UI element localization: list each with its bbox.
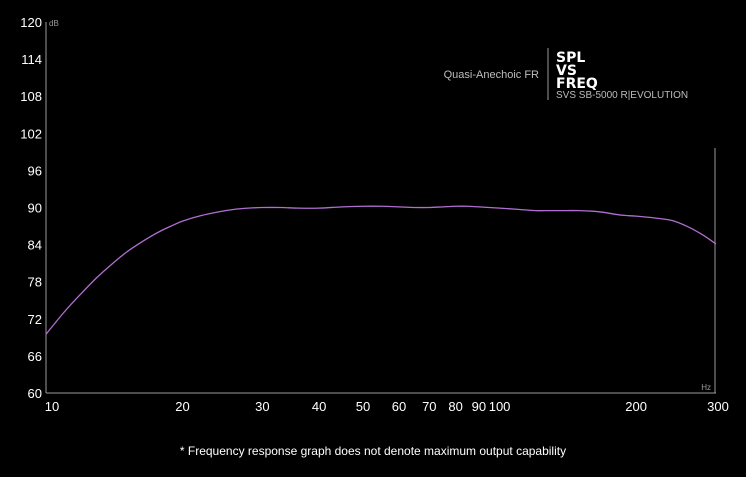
x-tick-label: 90 <box>472 399 486 414</box>
x-tick-label: 30 <box>255 399 269 414</box>
x-tick-label: 20 <box>175 399 189 414</box>
x-tick-label: 70 <box>422 399 436 414</box>
y-tick-label: 66 <box>28 349 42 364</box>
x-tick-label: 80 <box>448 399 462 414</box>
brand-line-vs: VS <box>556 63 577 79</box>
axes <box>45 22 716 394</box>
y-tick-label: 90 <box>28 201 42 216</box>
y-tick-labels: 60 66 72 78 84 90 96 102 108 114 120 <box>20 15 42 401</box>
footnote: * Frequency response graph does not deno… <box>180 444 566 458</box>
y-tick-label: 60 <box>28 386 42 401</box>
y-tick-label: 120 <box>20 15 42 30</box>
x-tick-label: 40 <box>312 399 326 414</box>
x-unit-label: Hz <box>701 383 711 392</box>
brand-line-spl: SPL <box>556 50 585 66</box>
series-layer <box>45 205 717 335</box>
x-tick-label: 50 <box>356 399 370 414</box>
y-tick-label: 78 <box>28 275 42 290</box>
x-tick-label: 200 <box>625 399 647 414</box>
y-tick-label: 102 <box>20 126 42 141</box>
y-tick-label: 114 <box>21 52 42 67</box>
y-tick-label: 72 <box>28 312 42 327</box>
x-tick-label: 100 <box>489 399 511 414</box>
series-line-quasi-anechoic-fr <box>45 205 717 335</box>
brand-line-freq: FREQ <box>556 76 598 92</box>
x-tick-label: 60 <box>392 399 406 414</box>
x-tick-label: 10 <box>45 399 59 414</box>
y-tick-label: 84 <box>28 238 42 253</box>
y-unit-label: dB <box>49 19 59 28</box>
y-tick-label: 96 <box>28 163 42 178</box>
legend: Quasi-Anechoic FR SPL VS FREQ SVS SB-500… <box>444 48 688 101</box>
product-name: SVS SB-5000 R|EVOLUTION <box>556 90 688 101</box>
y-tick-label: 108 <box>20 89 42 104</box>
x-tick-label: 300 <box>707 399 729 414</box>
x-tick-labels: 10 20 30 40 50 60 70 80 90 100 200 300 <box>45 399 729 414</box>
legend-entry-quasi-anechoic: Quasi-Anechoic FR <box>444 69 539 81</box>
